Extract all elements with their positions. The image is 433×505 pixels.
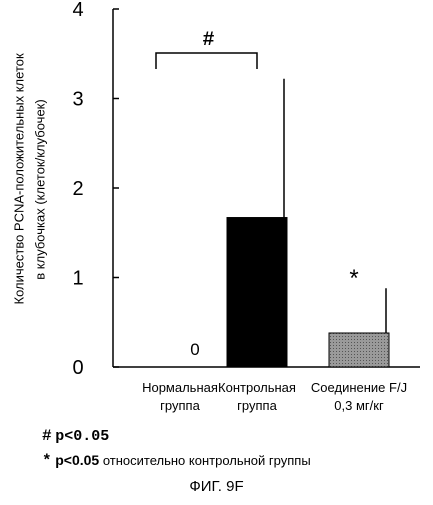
significance-bracket <box>156 53 257 69</box>
y-tick-label: 4 <box>72 0 83 21</box>
x-tick-label: Контрольная <box>218 380 296 395</box>
bracket-label: # <box>202 29 214 52</box>
y-axis-label-line-2: в клубочках (клеток/клубочек) <box>33 75 48 305</box>
y-tick-label: 0 <box>72 357 83 379</box>
x-tick-label: 0,3 мг/кг <box>334 398 384 413</box>
note-pvalue: p<0.05 <box>55 452 99 468</box>
y-tick-label: 1 <box>72 268 83 290</box>
significance-note-star: * p<0.05 относительно контрольной группы <box>42 452 311 470</box>
bar <box>329 333 389 367</box>
x-tick-label: Соединение F/J <box>311 380 407 395</box>
note-description: относительно контрольной группы <box>103 453 311 468</box>
x-tick-label: группа <box>237 398 277 413</box>
x-tick-label: группа <box>160 398 200 413</box>
x-tick-label: Нормальная <box>142 380 218 395</box>
note-symbol: * <box>42 452 52 470</box>
bar <box>227 218 287 367</box>
significance-note-hash: # p<0.05 <box>42 427 109 445</box>
y-tick-label: 3 <box>72 89 83 111</box>
y-axis-label-line-1: Количество PCNA-положительных клеток <box>12 75 27 305</box>
note-pvalue: p<0.05 <box>55 428 109 445</box>
data-label: 0 <box>190 340 199 359</box>
significance-marker: * <box>349 265 358 292</box>
y-tick-label: 2 <box>72 178 83 200</box>
figure-caption: ФИГ. 9F <box>0 478 433 495</box>
note-symbol: # <box>42 427 52 445</box>
